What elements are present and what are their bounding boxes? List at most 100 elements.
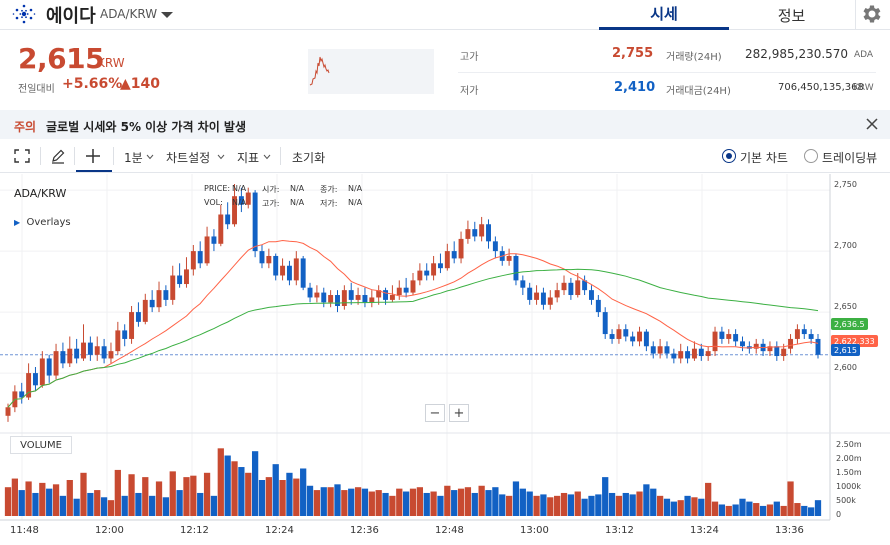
volume-bar	[87, 492, 94, 516]
time-tick: 12:36	[350, 525, 379, 536]
zoom-in-button[interactable]: +	[449, 404, 469, 422]
volume-bar	[217, 448, 224, 516]
candle-body	[554, 290, 560, 298]
gear-icon[interactable]	[860, 2, 884, 26]
overlays-label: Overlays	[26, 217, 71, 228]
volume-bar	[636, 491, 643, 516]
candlestick-chart[interactable]	[0, 174, 890, 545]
price-tick: 2,750	[834, 180, 857, 189]
candle-body	[286, 265, 292, 281]
volume-bar	[581, 498, 588, 516]
tab-price[interactable]: 시세	[599, 0, 729, 30]
volume-bar	[732, 504, 739, 516]
candle-body	[479, 224, 485, 237]
volume-bar	[39, 482, 46, 516]
crosshair-icon[interactable]	[85, 148, 101, 164]
volume-bar	[258, 480, 266, 516]
time-tick: 13:00	[520, 525, 549, 536]
volume-bar	[560, 492, 568, 516]
chart-symbol: ADA/KRW	[14, 187, 67, 200]
volume-bar	[567, 494, 575, 516]
price-tick: 2,600	[834, 363, 857, 372]
candle-body	[32, 373, 38, 386]
notice-tag: 주의	[14, 120, 37, 134]
candle-body	[273, 255, 279, 276]
candle-body	[142, 299, 148, 322]
ohlc-price: N/A	[232, 184, 247, 193]
volume-bar	[293, 478, 300, 516]
volume-bar	[73, 498, 80, 516]
basic-chart-label[interactable]: 기본 차트	[740, 151, 788, 165]
volume-bar	[313, 490, 321, 516]
active-tool-underline	[76, 170, 112, 172]
volume-bar	[80, 472, 87, 516]
tradingview-radio[interactable]	[804, 149, 818, 163]
coin-name: 에이다	[46, 6, 96, 27]
header-bar	[0, 0, 890, 30]
candle-body	[177, 275, 183, 285]
reset-button[interactable]: 초기화	[292, 151, 326, 165]
candle-body	[767, 346, 773, 352]
candle-body	[691, 348, 697, 359]
volume-bar	[416, 487, 423, 516]
volume-bar	[238, 467, 245, 516]
volume-bar	[121, 495, 128, 516]
zoom-out-button[interactable]: −	[425, 404, 445, 422]
candle-body	[26, 373, 32, 398]
ohlc-vol: N/A	[232, 198, 247, 207]
fullscreen-icon[interactable]	[14, 149, 30, 163]
volume-bar	[533, 495, 540, 516]
volume-bar	[203, 472, 211, 516]
candle-body	[705, 351, 711, 357]
volume-bar	[691, 497, 698, 516]
divider	[855, 0, 856, 30]
trade-value-unit: KRW	[853, 83, 874, 93]
pen-icon[interactable]	[50, 148, 66, 164]
basic-chart-radio[interactable]	[722, 149, 736, 163]
volume-bar	[320, 487, 327, 516]
candle-body	[664, 346, 670, 354]
close-icon[interactable]	[864, 116, 880, 132]
tab-info[interactable]: 정보	[777, 6, 806, 25]
volume-bar	[499, 494, 506, 516]
volume-bar	[718, 504, 726, 516]
candle-body	[444, 251, 450, 269]
volume-bar	[52, 484, 60, 516]
tradingview-label[interactable]: 트레이딩뷰	[822, 151, 878, 165]
chevron-down-icon[interactable]	[160, 10, 174, 20]
candle-body	[815, 338, 821, 355]
chart-settings-menu[interactable]: 차트설정	[166, 151, 211, 165]
candle-body	[726, 334, 732, 339]
candle-body	[293, 258, 299, 281]
chevron-down-icon	[263, 154, 271, 160]
volume-bar	[190, 475, 197, 516]
volume-bar	[409, 488, 417, 516]
time-tick: 12:48	[435, 525, 464, 536]
volume-bar	[492, 487, 499, 516]
volume-bar	[656, 495, 664, 516]
volume-bar	[595, 494, 602, 516]
price-unit: KRW	[97, 56, 125, 70]
candle-body	[369, 297, 375, 303]
volume-bar	[176, 490, 183, 516]
candle-body	[712, 331, 718, 352]
volume-bar	[746, 501, 753, 516]
volume-unit: ADA	[854, 50, 874, 60]
candle-body	[781, 348, 787, 357]
ma-long-badge: 2,636.5	[831, 318, 868, 330]
candle-body	[753, 343, 759, 349]
candle-body	[527, 287, 533, 300]
volume-bar	[540, 494, 547, 516]
candle-body	[424, 270, 430, 276]
plot-area	[0, 174, 830, 524]
volume-bar	[814, 500, 822, 516]
overlays-toggle[interactable]: ▶ Overlays	[14, 217, 71, 228]
volume-bar	[224, 455, 231, 516]
notice-text: 글로벌 시세와 5% 이상 가격 차이 발생	[46, 120, 247, 134]
interval-select[interactable]: 1분	[124, 151, 143, 165]
candle-body	[266, 255, 272, 264]
price-tick: 2,650	[834, 302, 857, 311]
volume-bar	[643, 484, 650, 516]
indicators-menu[interactable]: 지표	[237, 151, 260, 165]
volume-bar	[396, 488, 403, 516]
